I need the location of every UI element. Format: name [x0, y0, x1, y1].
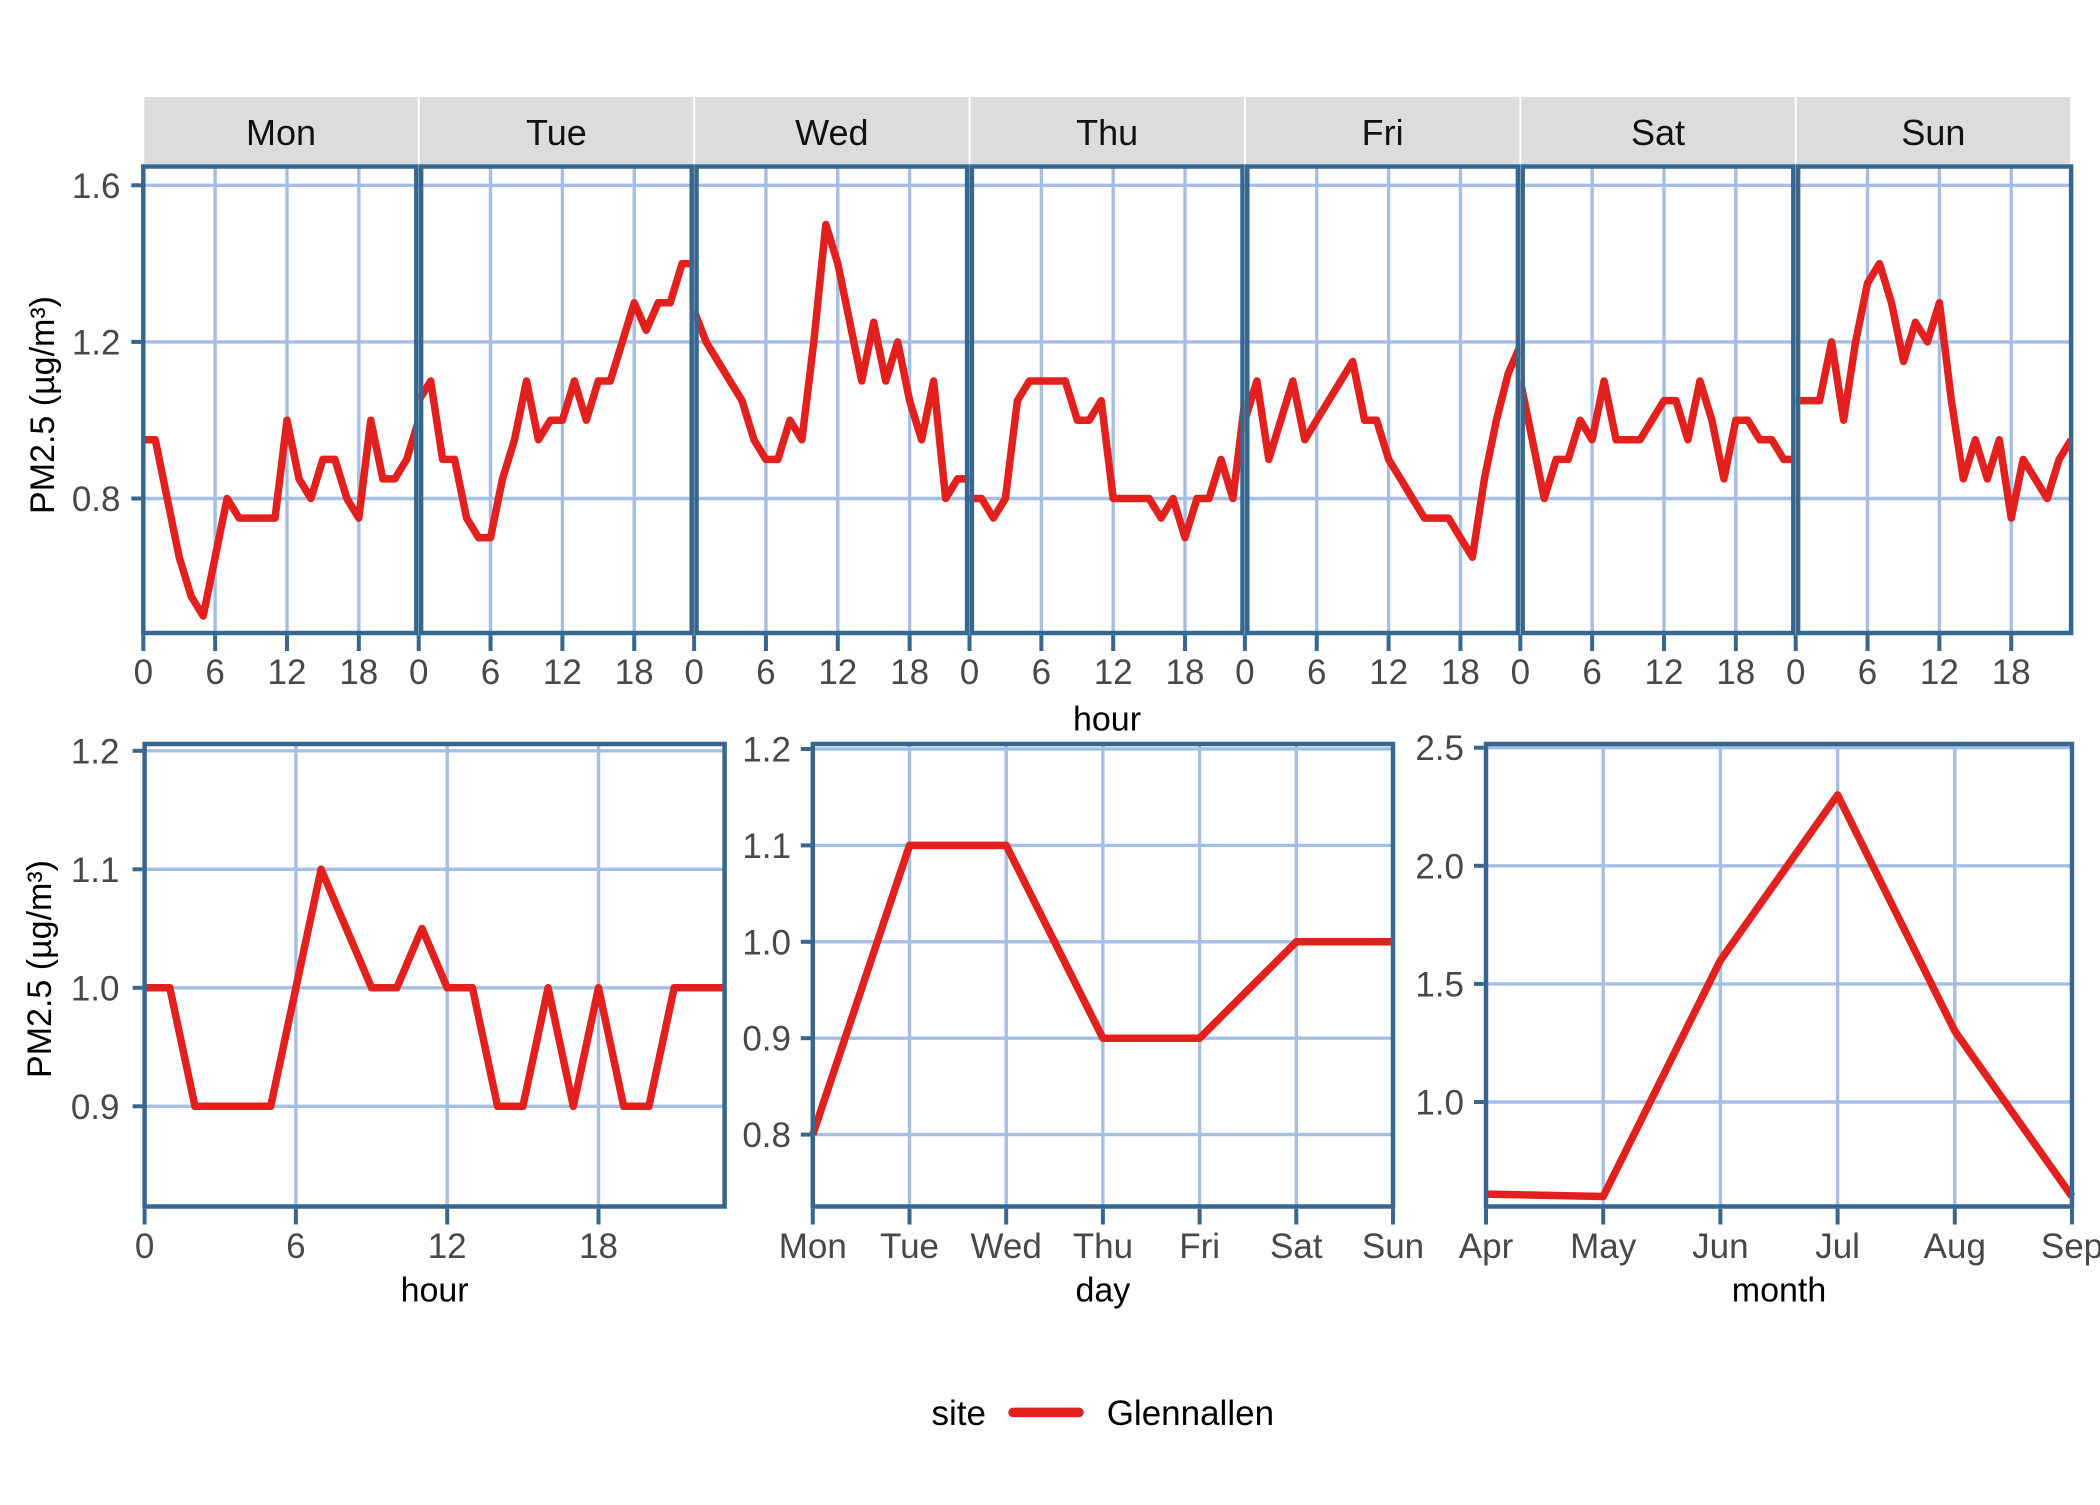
svg-text:1.2: 1.2: [72, 323, 121, 362]
svg-text:12: 12: [818, 653, 857, 692]
svg-text:1.5: 1.5: [1415, 965, 1464, 1004]
svg-text:0.8: 0.8: [742, 1116, 791, 1155]
svg-text:Wed: Wed: [795, 112, 868, 153]
svg-text:0: 0: [960, 653, 979, 692]
svg-text:0: 0: [684, 653, 703, 692]
svg-text:0: 0: [1786, 653, 1805, 692]
svg-text:Thu: Thu: [1073, 1227, 1133, 1266]
svg-text:Sat: Sat: [1631, 112, 1685, 153]
svg-text:Tue: Tue: [526, 112, 587, 153]
svg-text:Sun: Sun: [1362, 1227, 1424, 1266]
svg-text:6: 6: [1307, 653, 1326, 692]
svg-text:1.0: 1.0: [71, 969, 120, 1008]
svg-text:6: 6: [286, 1227, 305, 1266]
svg-text:Fri: Fri: [1362, 112, 1404, 153]
svg-text:Tue: Tue: [880, 1227, 939, 1266]
svg-text:Thu: Thu: [1076, 112, 1138, 153]
svg-text:6: 6: [205, 653, 224, 692]
svg-text:1.6: 1.6: [72, 167, 121, 206]
svg-text:Mon: Mon: [246, 112, 316, 153]
svg-text:Glennallen: Glennallen: [1107, 1394, 1274, 1433]
svg-text:site: site: [932, 1394, 986, 1433]
svg-text:0.9: 0.9: [71, 1088, 120, 1127]
svg-text:6: 6: [756, 653, 775, 692]
svg-text:Aug: Aug: [1924, 1227, 1986, 1266]
svg-text:Apr: Apr: [1459, 1227, 1514, 1266]
svg-text:hour: hour: [1073, 701, 1141, 739]
svg-text:12: 12: [268, 653, 307, 692]
svg-text:1.0: 1.0: [1415, 1084, 1464, 1123]
svg-text:12: 12: [1094, 653, 1133, 692]
svg-text:month: month: [1732, 1272, 1827, 1310]
svg-text:1.1: 1.1: [742, 827, 791, 866]
svg-text:0: 0: [1511, 653, 1530, 692]
svg-text:Jul: Jul: [1815, 1227, 1860, 1266]
svg-text:Wed: Wed: [971, 1227, 1042, 1266]
svg-text:18: 18: [890, 653, 929, 692]
svg-text:18: 18: [615, 653, 654, 692]
svg-text:Sat: Sat: [1270, 1227, 1323, 1266]
svg-text:PM2.5 (µg/m³): PM2.5 (µg/m³): [24, 296, 62, 514]
svg-text:0.8: 0.8: [72, 480, 121, 519]
svg-text:18: 18: [1166, 653, 1205, 692]
svg-text:12: 12: [1920, 653, 1959, 692]
svg-text:12: 12: [428, 1227, 467, 1266]
svg-text:day: day: [1075, 1272, 1130, 1310]
svg-text:1.2: 1.2: [742, 731, 791, 770]
svg-text:18: 18: [1992, 653, 2031, 692]
svg-text:2.5: 2.5: [1415, 729, 1464, 768]
svg-text:0: 0: [1235, 653, 1254, 692]
svg-text:Mon: Mon: [779, 1227, 847, 1266]
svg-text:0: 0: [409, 653, 428, 692]
svg-text:2.0: 2.0: [1415, 847, 1464, 886]
svg-text:18: 18: [579, 1227, 618, 1266]
svg-text:6: 6: [1858, 653, 1877, 692]
svg-text:6: 6: [1032, 653, 1051, 692]
svg-text:1.2: 1.2: [71, 732, 120, 771]
svg-text:Jun: Jun: [1692, 1227, 1748, 1266]
svg-text:Sun: Sun: [1901, 112, 1965, 153]
svg-text:0.9: 0.9: [742, 1020, 791, 1059]
svg-text:Fri: Fri: [1179, 1227, 1220, 1266]
svg-text:18: 18: [339, 653, 378, 692]
svg-text:12: 12: [1369, 653, 1408, 692]
svg-text:1.0: 1.0: [742, 923, 791, 962]
svg-text:PM2.5 (µg/m³): PM2.5 (µg/m³): [21, 860, 59, 1078]
svg-text:18: 18: [1716, 653, 1755, 692]
svg-text:6: 6: [1582, 653, 1601, 692]
svg-text:12: 12: [1645, 653, 1684, 692]
svg-text:0: 0: [135, 1227, 154, 1266]
svg-text:hour: hour: [401, 1272, 469, 1310]
svg-text:May: May: [1570, 1227, 1637, 1266]
svg-text:18: 18: [1441, 653, 1480, 692]
svg-text:1.1: 1.1: [71, 851, 120, 890]
svg-text:0: 0: [134, 653, 153, 692]
svg-text:12: 12: [543, 653, 582, 692]
svg-text:Sep: Sep: [2041, 1227, 2100, 1266]
svg-text:6: 6: [481, 653, 500, 692]
